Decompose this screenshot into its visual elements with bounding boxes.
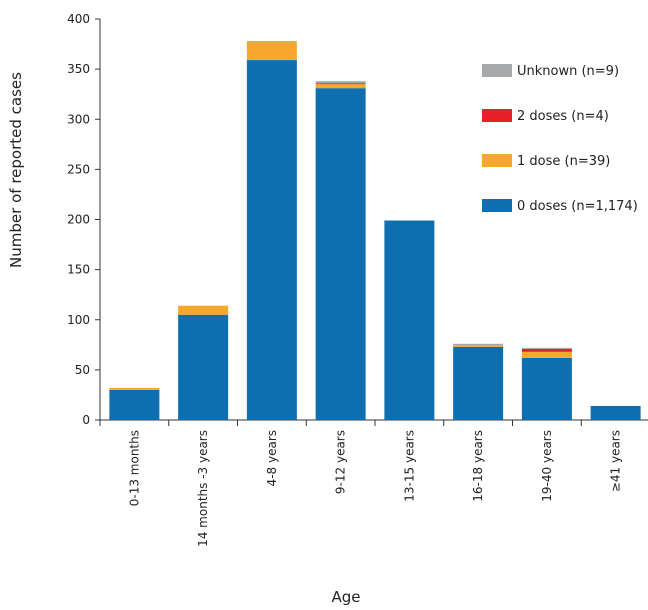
bar-segment [453,345,504,347]
x-tick-label: 9-12 years [334,430,348,494]
legend-swatch [482,154,512,167]
bar-segment [521,357,572,420]
x-tick-label: 13-15 years [402,430,416,502]
y-tick-label: 150 [67,263,90,277]
x-tick-label: 0-13 months [127,430,141,506]
x-tick-label: 14 months -3 years [196,430,210,547]
x-axis: 0-13 months 14 months -3 years 4-8 years 9-… [99,419,648,547]
y-tick-label: 100 [67,313,90,327]
y-tick-label: 300 [67,112,90,126]
bar-segment [315,83,366,85]
x-tick-label: 4-8 years [265,430,279,486]
bar-segment [521,351,572,358]
x-tick-label: ≥41 years [609,430,623,492]
legend-label: 0 doses (n=1,174) [517,199,638,214]
bars [109,41,641,421]
y-tick-label: 400 [67,12,90,26]
bar-segment [246,60,297,420]
y-tick-label: 200 [67,213,90,227]
legend-label: Unknown (n=9) [517,64,619,79]
y-tick-label: 0 [82,413,90,427]
bar-segment [384,220,435,420]
legend-label: 1 dose (n=39) [517,154,610,169]
y-axis: 0 50 100 150 200 250 300 350 400 [67,12,101,427]
bar-segment [246,41,297,43]
legend-label: 2 doses (n=4) [517,109,609,124]
legend-swatch [482,109,512,122]
bar-segment [315,84,366,89]
bar-segment [178,305,229,315]
bar-segment [590,405,641,420]
bar-segment [453,346,504,420]
bar-segment [109,389,160,420]
bar-segment [178,314,229,420]
y-axis-title: Number of reported cases [7,72,25,268]
x-axis-title: Age [331,588,360,606]
x-tick-label: 16-18 years [471,430,485,502]
bar-segment [315,81,366,84]
bar-segment [453,343,504,346]
bar-segment [246,42,297,61]
x-tick-label: 19-40 years [540,430,554,502]
legend-swatch [482,64,512,77]
legend: Unknown (n=9) 2 doses (n=4) 1 dose (n=39) 0… [482,64,638,214]
y-tick-label: 250 [67,162,90,176]
legend-swatch [482,199,512,212]
bar-segment [521,348,572,352]
y-tick-label: 350 [67,62,90,76]
bar-segment [315,88,366,421]
bar-segment [109,387,160,390]
y-tick-label: 50 [75,363,90,377]
bar-segment [521,347,572,349]
